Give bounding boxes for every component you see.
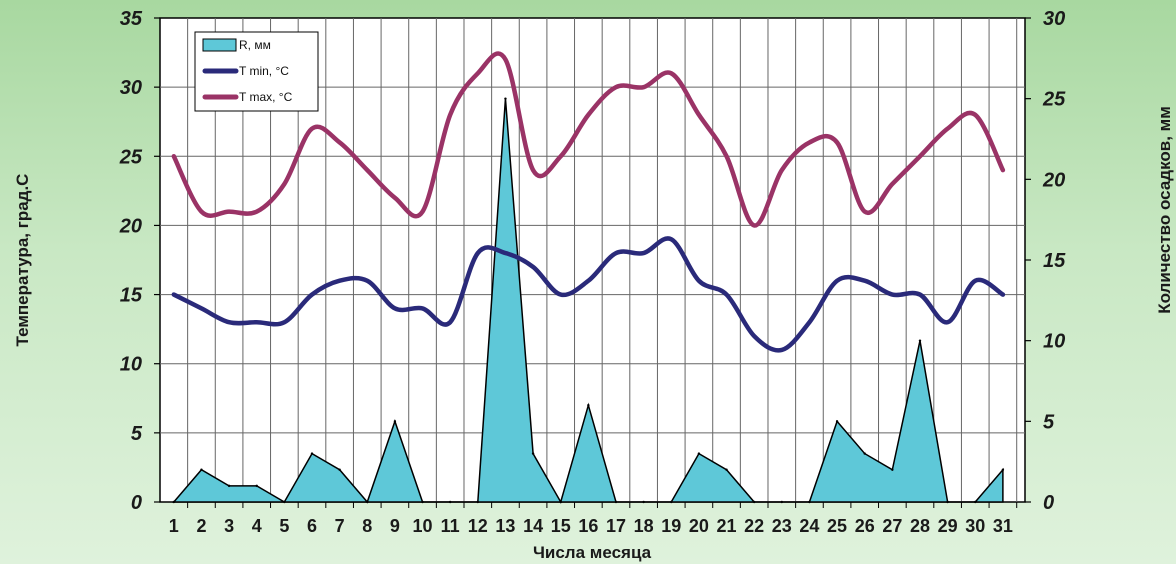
y-left-tick-label: 0 [131, 492, 142, 514]
area-point [752, 500, 756, 504]
area-point [504, 97, 507, 100]
x-tick-label: 19 [661, 516, 681, 536]
legend-swatch-precipitation [202, 38, 237, 52]
x-tick-label: 20 [689, 516, 709, 536]
y-left-tick-label: 15 [120, 285, 143, 307]
x-tick-label: 21 [717, 516, 737, 536]
area-point [200, 468, 203, 471]
x-tick-label: 31 [993, 516, 1013, 536]
y-left-tick-label: 5 [131, 423, 143, 445]
y-left-tick-label: 30 [120, 77, 142, 99]
area-point [172, 500, 176, 504]
x-tick-label: 12 [468, 516, 488, 536]
y-right-tick-label: 5 [1043, 411, 1055, 433]
area-point [283, 500, 286, 504]
area-point [421, 500, 424, 504]
x-tick-label: 4 [252, 516, 262, 536]
y-right-tick-label: 30 [1043, 8, 1065, 30]
legend-label: R, мм [239, 38, 271, 52]
x-tick-label: 10 [413, 516, 433, 536]
area-point [366, 500, 369, 504]
x-tick-label: 16 [578, 516, 598, 536]
x-tick-label: 29 [938, 516, 958, 536]
x-tick-label: 18 [634, 516, 654, 536]
area-point [725, 468, 728, 471]
area-point [559, 500, 562, 504]
series-line-tmax [171, 51, 1006, 228]
x-tick-label: 11 [441, 516, 460, 536]
x-tick-label: 5 [279, 516, 289, 536]
legend-label: T min, °C [239, 64, 289, 78]
area-point [338, 468, 341, 471]
y-right-tick-label: 10 [1043, 331, 1065, 353]
x-tick-label: 14 [523, 516, 543, 536]
area-point [891, 468, 894, 471]
area-point [974, 500, 977, 504]
y-left-tick-label: 10 [120, 354, 142, 376]
area-point [393, 420, 397, 423]
x-tick-label: 26 [855, 516, 875, 536]
series-line-tmin [171, 236, 1006, 353]
x-tick-label: 7 [335, 516, 345, 536]
legend-label: T max, °C [239, 90, 293, 104]
x-axis-label: Числа месяца [533, 543, 652, 562]
x-tick-label: 2 [196, 516, 206, 536]
y-right-tick-label: 0 [1043, 492, 1054, 514]
area-point [227, 484, 231, 488]
x-tick-label: 17 [606, 516, 626, 536]
x-tick-label: 9 [390, 516, 400, 536]
area-point [918, 339, 922, 342]
x-tick-label: 24 [799, 516, 819, 536]
temperature-lines [171, 51, 1006, 353]
area-point [946, 500, 949, 504]
x-tick-label: 30 [965, 516, 985, 536]
y-right-tick-label: 15 [1043, 250, 1066, 272]
x-tick-label: 22 [744, 516, 764, 536]
y-left-tick-label: 35 [120, 8, 143, 30]
y-right-tick-label: 20 [1042, 169, 1065, 191]
y-right-tick-label: 25 [1042, 89, 1066, 111]
x-tick-label: 13 [495, 516, 515, 536]
area-point [780, 500, 784, 504]
area-point [863, 452, 866, 455]
x-tick-label: 3 [224, 516, 234, 536]
area-point [476, 500, 480, 504]
x-tick-label: 23 [772, 516, 792, 536]
y-axis-left-label: Температура, град.С [13, 174, 32, 347]
area-point [808, 500, 811, 504]
area-point [642, 500, 645, 504]
x-tick-label: 6 [307, 516, 317, 536]
area-point [614, 500, 618, 504]
x-tick-label: 25 [827, 516, 847, 536]
area-point [835, 420, 839, 423]
x-tick-label: 15 [551, 516, 571, 536]
area-point [448, 500, 452, 504]
legend: R, мм T min, °C T max, °C [194, 31, 319, 112]
x-tick-label: 8 [362, 516, 372, 536]
y-left-tick-label: 20 [119, 215, 142, 237]
area-point [310, 452, 314, 455]
y-axis-right-label: Количество осадков, мм [1155, 106, 1174, 314]
area-point [531, 452, 535, 455]
x-tick-label: 1 [169, 516, 179, 536]
area-point [587, 404, 590, 407]
x-tick-label: 27 [882, 516, 902, 536]
area-point [670, 500, 673, 504]
x-tick-label: 28 [910, 516, 930, 536]
area-point [255, 484, 258, 488]
precipitation-area [172, 97, 1005, 504]
area-point [697, 452, 701, 455]
area-point [1001, 468, 1005, 471]
y-left-tick-label: 25 [119, 146, 143, 168]
